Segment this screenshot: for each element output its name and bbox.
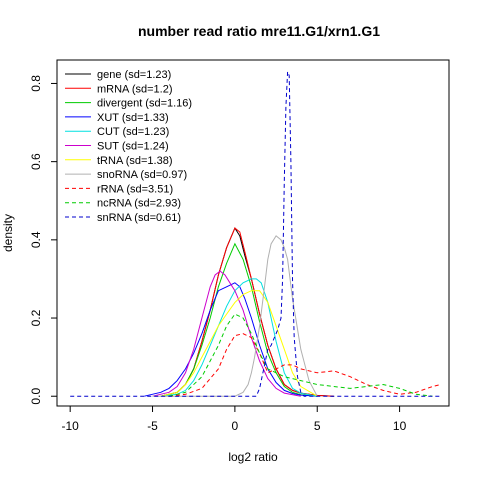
y-tick-label: 0.6: [29, 153, 43, 170]
legend-label: rRNA (sd=3.51): [97, 183, 173, 195]
legend-label: tRNA (sd=1.38): [97, 155, 173, 167]
x-tick-label: -5: [147, 419, 158, 433]
series-layer: [70, 71, 441, 397]
series-line-5: [152, 270, 301, 397]
legend-label: divergent (sd=1.16): [97, 98, 192, 110]
y-tick-label: 0.2: [29, 309, 43, 326]
y-axis: 0.0 0.2 0.4 0.6 0.8: [29, 75, 58, 405]
x-axis: -10 -5 0 5 10: [62, 405, 407, 433]
y-tick-label: 0.0: [29, 388, 43, 405]
legend-label: gene (sd=1.23): [97, 69, 171, 81]
legend-label: CUT (sd=1.23): [97, 126, 169, 138]
chart-title: number read ratio mre11.G1/xrn1.G1: [138, 23, 380, 39]
series-line-7: [152, 235, 318, 397]
legend-label: mRNA (sd=1.2): [97, 83, 173, 95]
x-axis-label: log2 ratio: [228, 450, 278, 464]
series-line-3: [144, 282, 318, 397]
series-line-6: [160, 290, 318, 397]
x-tick-label: -10: [62, 419, 80, 433]
series-line-2: [160, 242, 318, 397]
series-line-4: [160, 278, 318, 397]
y-tick-label: 0.4: [29, 231, 43, 248]
series-line-10: [70, 71, 441, 397]
legend-label: snoRNA (sd=0.97): [97, 169, 187, 181]
legend-label: snRNA (sd=0.61): [97, 212, 181, 224]
series-line-8: [168, 333, 441, 397]
legend-label: XUT (sd=1.33): [97, 112, 169, 124]
legend: gene (sd=1.23) mRNA (sd=1.2) divergent (sd…: [65, 69, 192, 224]
legend-label: ncRNA (sd=2.93): [97, 198, 181, 210]
x-tick-label: 10: [393, 419, 407, 433]
legend-label: SUT (sd=1.24): [97, 141, 169, 153]
x-tick-label: 0: [232, 419, 239, 433]
y-axis-label: density: [1, 214, 15, 252]
series-line-9: [168, 313, 433, 397]
y-tick-label: 0.8: [29, 75, 43, 92]
x-tick-label: 5: [314, 419, 321, 433]
